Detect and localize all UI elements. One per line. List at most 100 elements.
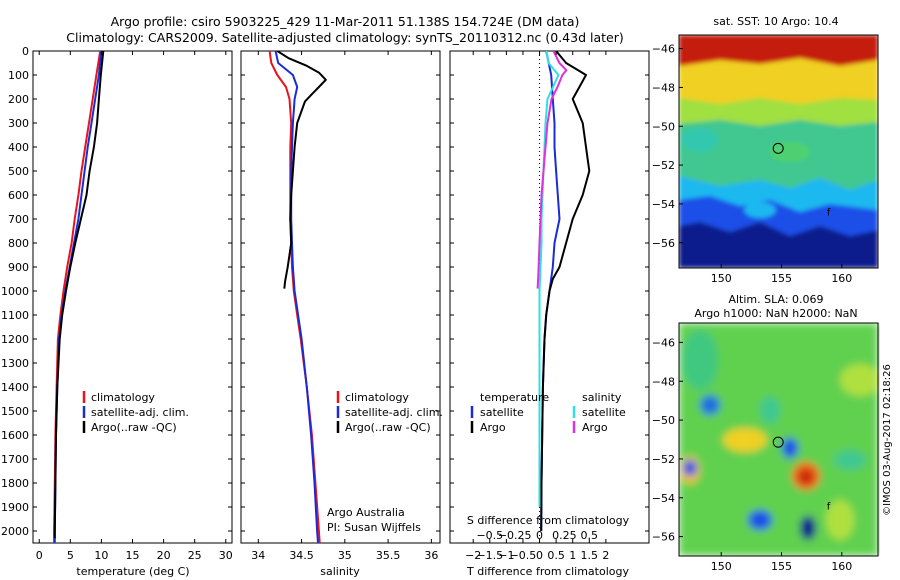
map-y-tick-label: −48 — [652, 81, 675, 94]
depth-tick-label: 1600 — [1, 429, 29, 442]
legend-argo: Argo(..raw -QC) — [345, 421, 431, 434]
salinity-lines — [268, 51, 327, 543]
x-tick-label: 0 — [36, 549, 43, 562]
map-y-tick-label: −48 — [652, 375, 675, 388]
x-tick-label: 15 — [126, 549, 140, 562]
x-tick-label: −1.5 — [476, 549, 503, 562]
x-tick-label: −1 — [498, 549, 514, 562]
map-x-tick-label: 155 — [771, 272, 792, 285]
x-tick-label: 1.5 — [581, 549, 599, 562]
sla-map-title-line1: Altim. SLA: 0.069 — [728, 293, 823, 306]
secondary-tick-label: 0.5 — [581, 529, 599, 542]
series-argo-raw-qc--line — [276, 51, 327, 289]
x-tick-label: 35 — [338, 549, 352, 562]
map-x-tick-label: 155 — [771, 560, 792, 573]
depth-tick-label: 200 — [8, 93, 29, 106]
depth-tick-label: 0 — [22, 45, 29, 58]
x-tick-label: 20 — [157, 549, 171, 562]
depth-tick-label: 1400 — [1, 381, 29, 394]
legend-temp-argo: Argo — [480, 421, 506, 434]
temperature-panel — [32, 50, 233, 544]
figure-title-line1: Argo profile: csiro 5903225_429 11-Mar-2… — [111, 14, 580, 29]
difference-legend: temperature salinity satellite Argo sate… — [470, 391, 626, 434]
series-argo-raw-qc--line — [53, 51, 105, 539]
map-x-tick-label: 160 — [831, 272, 852, 285]
map-y-tick-label: −50 — [652, 120, 675, 133]
map-y-tick-label: −50 — [652, 414, 675, 427]
depth-tick-label: 1900 — [1, 501, 29, 514]
sla-float-marker: f — [827, 501, 831, 512]
axis-ticks: 0 5 10 15 20 25 30 34 34.5 35 35.5 36 −2−1.5−1−0.5 0 0… — [33, 50, 649, 562]
imos-timestamp: ©IMOS 03-Aug-2017 02:18:26 — [882, 364, 893, 516]
secondary-tick-label: −0.5 — [476, 529, 503, 542]
depth-tick-label: 1500 — [1, 405, 29, 418]
x-tick-label: 2 — [602, 549, 609, 562]
depth-tick-label: 1800 — [1, 477, 29, 490]
depth-tick-label: 400 — [8, 141, 29, 154]
difference-xlabel: T difference from climatology — [466, 565, 629, 578]
series-argo-line — [540, 51, 591, 532]
temperature-legend: climatology satellite-adj. clim. Argo(..… — [82, 391, 189, 434]
map-y-tick-label: −54 — [652, 198, 675, 211]
map-y-tick-label: −54 — [652, 492, 675, 505]
x-tick-label: 5 — [67, 549, 74, 562]
x-tick-label: 25 — [188, 549, 202, 562]
depth-tick-label: 300 — [8, 117, 29, 130]
difference-secondary-xlabel: S difference from climatology — [467, 514, 630, 527]
x-tick-label: 35.5 — [376, 549, 401, 562]
x-tick-label: 0 — [536, 549, 543, 562]
depth-tick-label: 500 — [8, 165, 29, 178]
legend-argo: Argo(..raw -QC) — [91, 421, 177, 434]
pi-annotation: PI: Susan Wijffels — [327, 521, 421, 534]
sla-profile-location — [772, 436, 784, 448]
legend-satellite: satellite-adj. clim. — [345, 406, 443, 419]
depth-tick-label: 700 — [8, 213, 29, 226]
map-y-tick-label: −56 — [652, 237, 675, 250]
depth-tick-label: 1200 — [1, 333, 29, 346]
legend-title-temperature: temperature — [480, 391, 549, 404]
depth-tick-label: 100 — [8, 69, 29, 82]
map-y-tick-label: −46 — [652, 43, 675, 56]
sla-map-title-line2: Argo h1000: NaN h2000: NaN — [694, 307, 857, 320]
map-y-tick-label: −52 — [652, 159, 675, 172]
sla-map — [678, 322, 880, 557]
map-x-tick-label: 150 — [711, 272, 732, 285]
x-tick-label: 36 — [424, 549, 438, 562]
depth-tick-label: 800 — [8, 237, 29, 250]
legend-climatology: climatology — [91, 391, 155, 404]
sst-map-title: sat. SST: 10 Argo: 10.4 — [713, 15, 838, 28]
legend-title-salinity: salinity — [582, 391, 622, 404]
x-tick-label: 30 — [219, 549, 233, 562]
salinity-legend: climatology satellite-adj. clim. Argo(..… — [336, 391, 443, 434]
legend-climatology: climatology — [345, 391, 409, 404]
legend-satellite: satellite-adj. clim. — [91, 406, 189, 419]
legend-temp-satellite: satellite — [480, 406, 524, 419]
x-tick-label: 34 — [251, 549, 265, 562]
sla-map-ticks: 150 155 160 −46 −48 −50 −52 −54 −56 — [652, 336, 853, 573]
depth-tick-label: 900 — [8, 261, 29, 274]
sst-float-marker: f — [827, 208, 831, 219]
depth-tick-label: 2000 — [1, 525, 29, 538]
map-y-tick-label: −46 — [652, 336, 675, 349]
figure-title-line2: Climatology: CARS2009. Satellite-adjuste… — [66, 30, 623, 45]
salinity-xlabel: salinity — [320, 565, 360, 578]
temperature-lines — [53, 51, 105, 543]
secondary-tick-label: 0 — [536, 529, 543, 542]
x-tick-label: 34.5 — [289, 549, 314, 562]
map-x-tick-label: 160 — [831, 560, 852, 573]
sst-map — [678, 34, 879, 269]
salinity-panel — [240, 50, 441, 544]
x-tick-label: 0.5 — [547, 549, 565, 562]
x-tick-label: −0.5 — [510, 549, 537, 562]
sst-map-ticks: 150 155 160 −46 −48 −50 −52 −54 −56 — [652, 43, 853, 285]
secondary-tick-label: −0.25 — [498, 529, 532, 542]
depth-tick-label: 1700 — [1, 453, 29, 466]
depth-tick-label: 600 — [8, 189, 29, 202]
secondary-tick-label: 0.25 — [552, 529, 577, 542]
depth-tick-label: 1300 — [1, 357, 29, 370]
map-x-tick-label: 150 — [711, 560, 732, 573]
temperature-xlabel: temperature (deg C) — [76, 565, 189, 578]
legend-sal-satellite: satellite — [582, 406, 626, 419]
map-y-tick-label: −52 — [652, 453, 675, 466]
